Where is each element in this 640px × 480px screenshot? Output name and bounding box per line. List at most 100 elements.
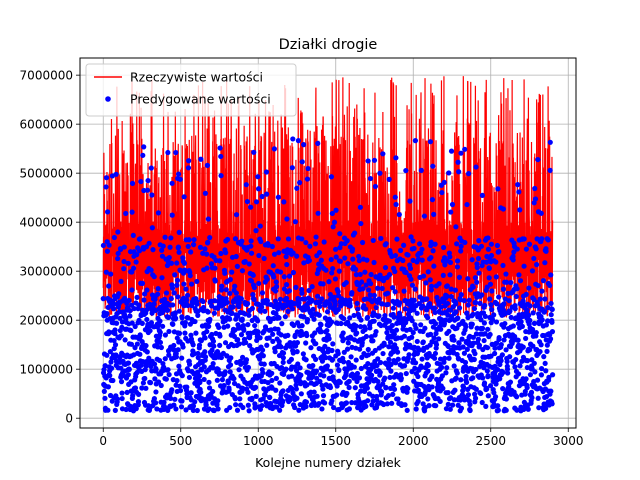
predicted-point: [355, 306, 361, 312]
predicted-point: [382, 375, 388, 381]
predicted-point: [238, 296, 244, 302]
predicted-point: [418, 322, 424, 328]
predicted-point: [232, 283, 238, 289]
predicted-point: [372, 183, 379, 190]
predicted-point: [485, 246, 492, 252]
predicted-point: [495, 186, 501, 192]
predicted-point: [331, 294, 337, 300]
predicted-point: [118, 365, 124, 371]
predicted-point: [257, 308, 264, 314]
predicted-point: [127, 249, 134, 255]
predicted-point: [227, 362, 234, 368]
predicted-point: [401, 242, 407, 248]
predicted-point: [475, 336, 481, 342]
predicted-point: [401, 333, 408, 339]
predicted-point: [494, 242, 501, 249]
predicted-point: [541, 308, 548, 315]
predicted-point: [144, 187, 151, 193]
predicted-point: [330, 224, 336, 230]
predicted-point: [353, 272, 359, 278]
predicted-point: [176, 249, 182, 255]
predicted-point: [358, 388, 364, 394]
predicted-point: [320, 393, 327, 399]
predicted-point: [491, 312, 497, 318]
predicted-point: [293, 284, 299, 290]
predicted-point: [129, 287, 135, 293]
predicted-point: [125, 260, 131, 266]
predicted-point: [507, 379, 514, 385]
predicted-point: [170, 321, 176, 327]
predicted-point: [411, 307, 417, 313]
predicted-point: [271, 274, 277, 280]
predicted-point: [133, 406, 139, 412]
predicted-point: [527, 347, 533, 353]
predicted-point: [175, 347, 181, 353]
predicted-point: [476, 270, 482, 276]
predicted-point: [440, 272, 446, 278]
plot-frame: [79, 57, 577, 429]
predicted-point: [223, 250, 229, 256]
predicted-point: [394, 349, 401, 355]
predicted-point: [139, 385, 145, 391]
predicted-point: [281, 199, 287, 205]
predicted-point: [413, 325, 419, 331]
predicted-point: [257, 223, 263, 229]
predicted-point: [176, 363, 182, 369]
predicted-point: [441, 244, 447, 251]
predicted-point: [370, 237, 376, 244]
predicted-point: [419, 356, 425, 362]
predicted-point: [179, 355, 185, 361]
predicted-point: [285, 236, 292, 242]
predicted-point: [205, 239, 211, 245]
predicted-point: [245, 322, 251, 328]
predicted-point: [143, 363, 149, 369]
predicted-point: [344, 238, 350, 244]
predicted-point: [543, 322, 549, 328]
predicted-point: [153, 400, 159, 406]
predicted-point: [448, 148, 455, 154]
predicted-point: [392, 253, 399, 259]
predicted-point: [395, 356, 401, 362]
predicted-point: [472, 351, 478, 357]
predicted-point: [503, 396, 510, 402]
predicted-point: [261, 361, 267, 367]
predicted-point: [189, 281, 195, 287]
predicted-point: [322, 343, 328, 350]
predicted-point: [174, 335, 180, 341]
predicted-point: [380, 151, 386, 157]
predicted-point: [127, 313, 133, 319]
predicted-point: [370, 338, 376, 344]
predicted-point: [354, 378, 360, 385]
predicted-point: [147, 380, 154, 386]
predicted-point: [333, 254, 339, 260]
predicted-point: [247, 343, 253, 349]
predicted-point: [175, 171, 182, 177]
predicted-point: [421, 213, 428, 219]
predicted-point: [242, 258, 248, 265]
predicted-point: [168, 235, 174, 241]
predicted-point: [448, 209, 454, 215]
predicted-point: [346, 406, 352, 412]
predicted-point: [259, 304, 265, 310]
predicted-point: [411, 245, 417, 252]
predicted-point: [356, 258, 362, 264]
legend: Rzeczywiste wartości Predygowane wartośc…: [85, 63, 297, 117]
predicted-point: [484, 386, 490, 392]
predicted-point: [358, 220, 364, 227]
predicted-point: [225, 323, 231, 329]
predicted-point: [222, 340, 229, 346]
predicted-point: [498, 342, 504, 348]
predicted-point: [202, 246, 208, 252]
predicted-point: [182, 320, 188, 326]
predicted-point: [294, 185, 300, 191]
predicted-point: [514, 407, 520, 413]
x-tick-label: 1000: [243, 434, 274, 448]
predicted-point: [166, 314, 172, 320]
predicted-point: [526, 312, 532, 318]
y-tick-label: 7000000: [20, 69, 73, 83]
predicted-point: [517, 278, 524, 284]
predicted-point: [318, 329, 325, 335]
predicted-point: [380, 350, 386, 357]
predicted-point: [255, 329, 261, 335]
predicted-point: [100, 242, 107, 249]
